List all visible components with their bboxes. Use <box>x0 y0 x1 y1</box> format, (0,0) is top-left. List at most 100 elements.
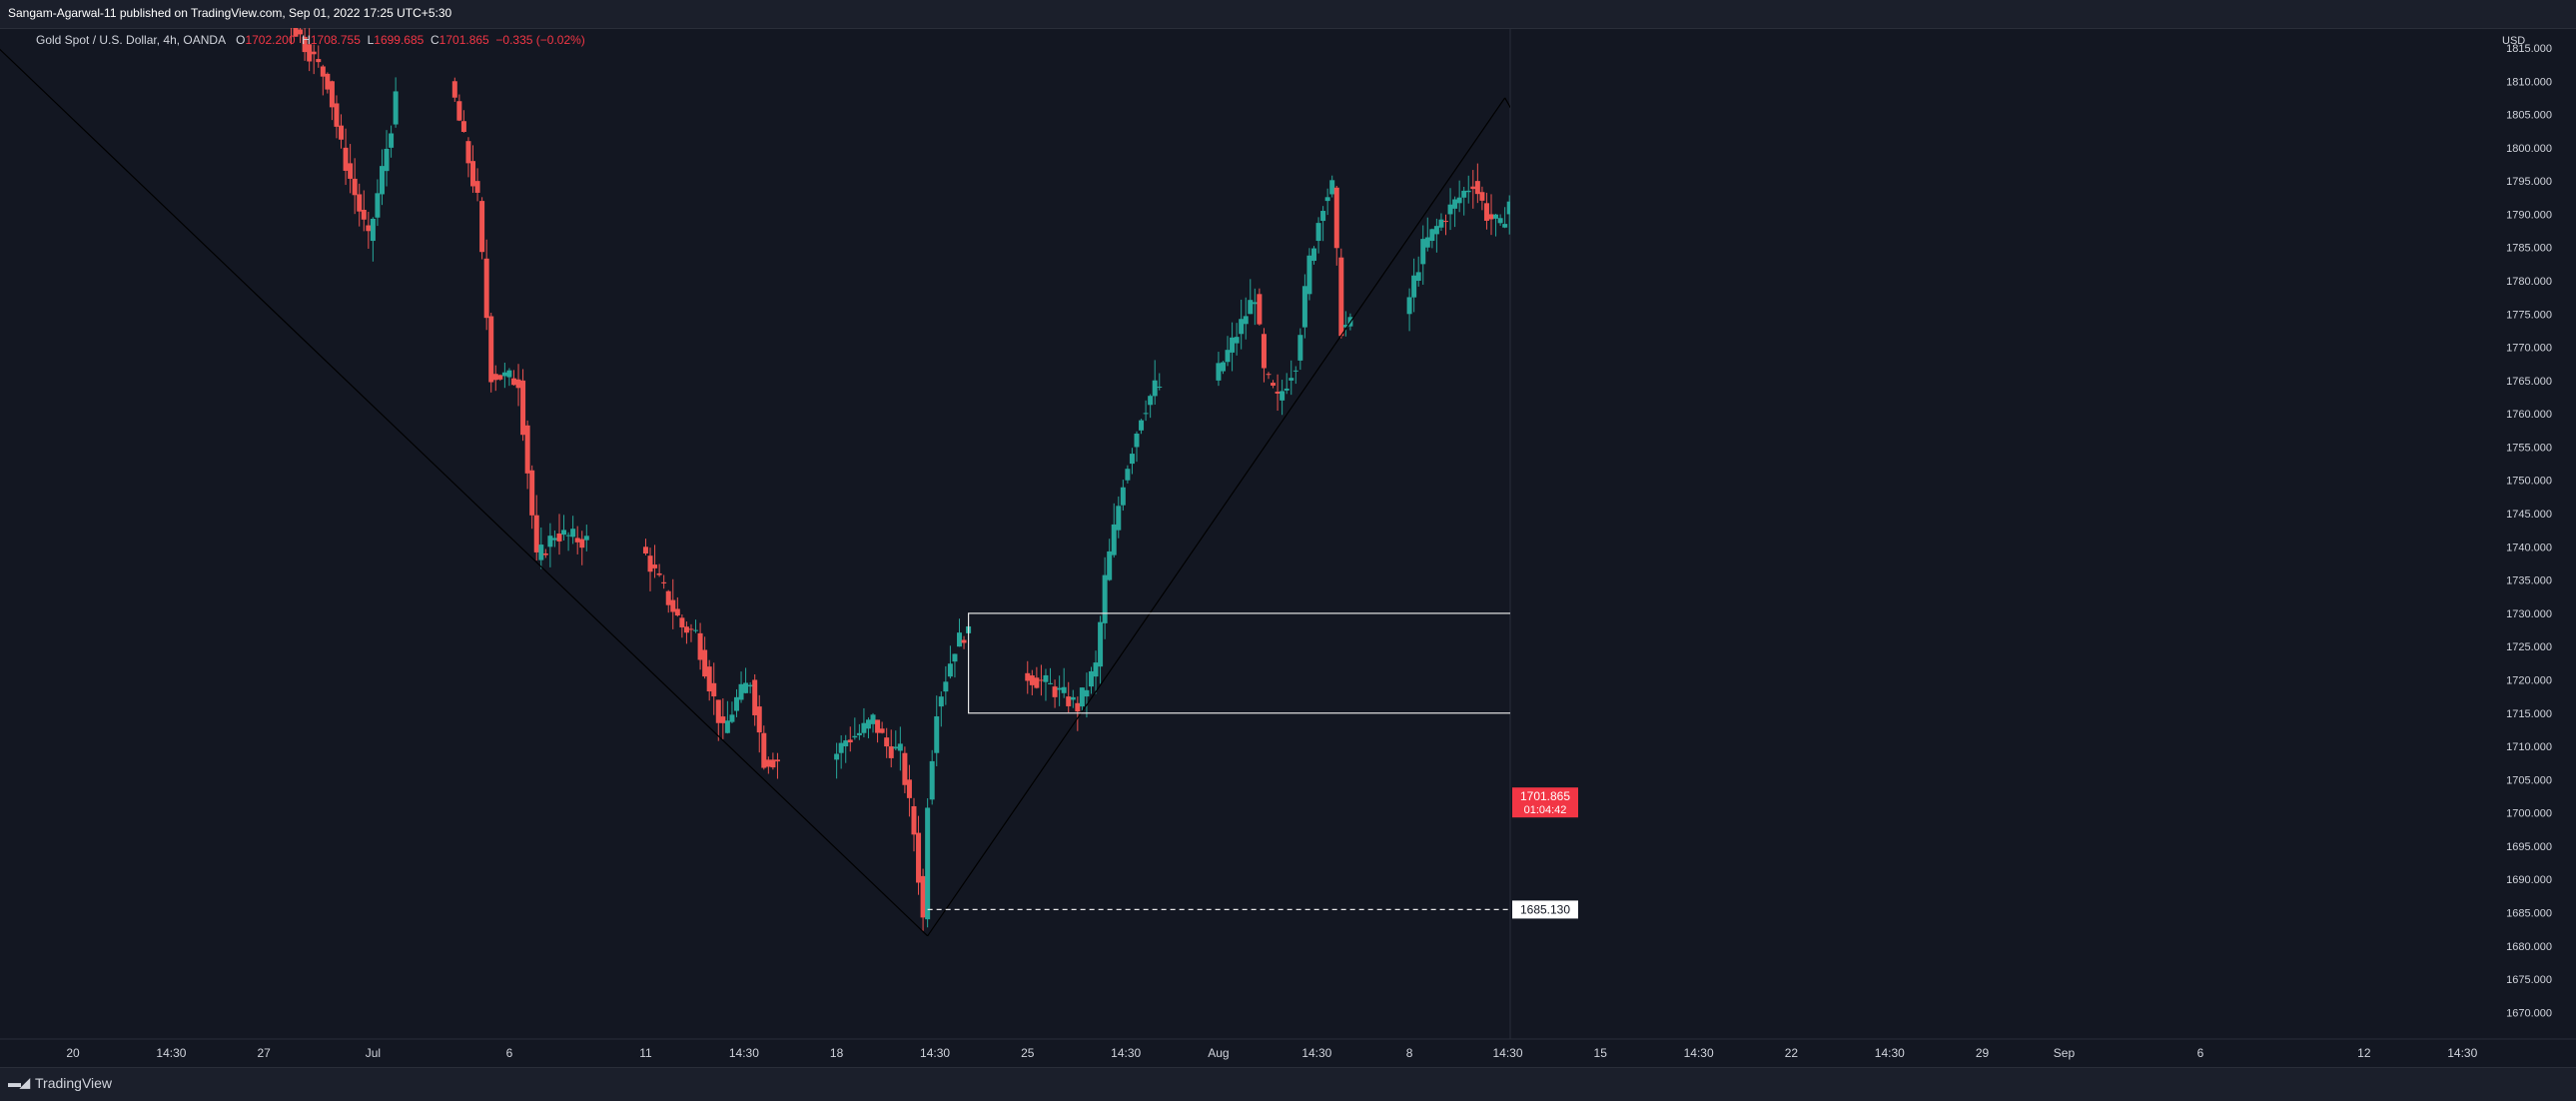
candle-body <box>1057 687 1063 690</box>
y-tick-label: 1695.000 <box>2506 841 2552 853</box>
candle-body <box>697 632 703 660</box>
y-tick-label: 1735.000 <box>2506 575 2552 587</box>
candle-body <box>1985 637 1990 666</box>
candle-body <box>743 682 749 693</box>
candle-body <box>1284 388 1289 391</box>
y-tick-label: 1815.000 <box>2506 43 2552 55</box>
candle-body <box>1634 298 1639 309</box>
candle-body <box>1266 374 1272 376</box>
candle-body <box>1447 204 1453 215</box>
candle-body <box>2016 593 2021 608</box>
candle-body <box>674 608 680 616</box>
candle-body <box>1625 292 1630 293</box>
y-tick-label: 1790.000 <box>2506 209 2552 221</box>
wave-label: a <box>1992 663 2001 680</box>
candle-body <box>1907 427 1912 479</box>
candle-body <box>470 161 476 187</box>
y-tick-label: 1680.000 <box>2506 941 2552 953</box>
candle-body <box>1488 214 1494 220</box>
candle-body <box>1438 219 1444 228</box>
candle-body <box>1793 521 1798 555</box>
candle-body <box>938 696 944 707</box>
candle-body <box>1038 679 1044 681</box>
candle-body <box>302 36 308 53</box>
x-tick-label: 14:30 <box>1875 1046 1905 1060</box>
candle-body <box>906 779 912 798</box>
candle-body <box>1853 486 1858 489</box>
x-tick-label: 15 <box>1594 1046 1608 1060</box>
symbol-title: Gold Spot / U.S. Dollar, 4h, OANDA <box>36 33 227 47</box>
candle-body <box>916 832 922 883</box>
y-tick-label: 1705.000 <box>2506 774 2552 786</box>
candle-body <box>1611 268 1616 278</box>
candle-body <box>529 470 535 516</box>
candle-body <box>479 201 485 253</box>
candle-body <box>561 530 567 536</box>
candle-body <box>1216 363 1222 381</box>
candle-body <box>583 536 589 541</box>
y-tick-label: 1730.000 <box>2506 608 2552 620</box>
candle-body <box>747 684 753 687</box>
candle-body <box>1502 224 1508 228</box>
candle-body <box>1411 275 1417 298</box>
candle-body <box>533 515 539 552</box>
legend-h-label: H <box>302 33 311 47</box>
candle-body <box>1315 223 1321 242</box>
candle-body <box>1716 411 1721 415</box>
y-tick-label: 1800.000 <box>2506 143 2552 155</box>
candle-body <box>893 746 899 749</box>
tradingview-brand[interactable]: ▬◢ TradingView <box>8 1075 112 1091</box>
candle-body <box>1525 148 1530 165</box>
candle-body <box>1657 314 1662 315</box>
candle-body <box>897 743 903 751</box>
fib-label: 100.00%(1685.465) <box>1682 905 1779 917</box>
candle-body <box>1602 228 1607 239</box>
candle-body <box>1848 477 1853 491</box>
candle-body <box>361 209 367 220</box>
x-tick-label: 22 <box>1785 1046 1799 1060</box>
candle-body <box>920 875 926 918</box>
legend-h-value: 1708.755 <box>310 33 361 47</box>
candle-body <box>1807 564 1812 565</box>
candle-body <box>2007 553 2012 570</box>
candle-body <box>1821 538 1826 539</box>
candle-body <box>752 679 758 715</box>
candle-body <box>1093 662 1099 677</box>
candle-body <box>902 752 908 785</box>
x-tick-label: 6 <box>506 1046 513 1060</box>
candle-body <box>1429 229 1435 242</box>
line-price-tag <box>1512 900 1578 919</box>
candle-body <box>1338 257 1344 337</box>
candle-body <box>688 628 694 630</box>
candle-body <box>1834 506 1839 510</box>
y-tick-label: 1755.000 <box>2506 442 2552 454</box>
candle-body <box>1066 696 1072 706</box>
candle-body <box>1857 469 1862 481</box>
candle-body <box>756 706 762 733</box>
candle-body <box>1406 297 1412 315</box>
x-tick-label: Jul <box>366 1046 381 1060</box>
y-tick-label: 1810.000 <box>2506 76 2552 88</box>
candle-body <box>1234 337 1240 344</box>
candle-body <box>1157 386 1163 388</box>
candle-body <box>1998 573 2003 579</box>
candle-body <box>943 681 949 692</box>
candle-body <box>510 378 516 386</box>
y-tick-label: 1690.000 <box>2506 874 2552 886</box>
candle-body <box>488 316 494 383</box>
candle-body <box>1639 301 1644 307</box>
footer-bar <box>0 1067 2576 1101</box>
zone-rectangle <box>968 612 1510 714</box>
candle-body <box>460 121 466 133</box>
candle-body <box>579 539 585 549</box>
candle-body <box>357 194 363 212</box>
candle-body <box>329 81 335 108</box>
candle-body <box>547 536 553 548</box>
legend-c-value: 1701.865 <box>438 33 489 47</box>
symbol-legend: Gold Spot / U.S. Dollar, 4h, OANDA O1702… <box>36 33 585 47</box>
candle-body <box>1275 391 1281 394</box>
y-tick-label: 1740.000 <box>2506 542 2552 553</box>
candle-body <box>765 759 771 767</box>
candle-body <box>352 178 358 196</box>
